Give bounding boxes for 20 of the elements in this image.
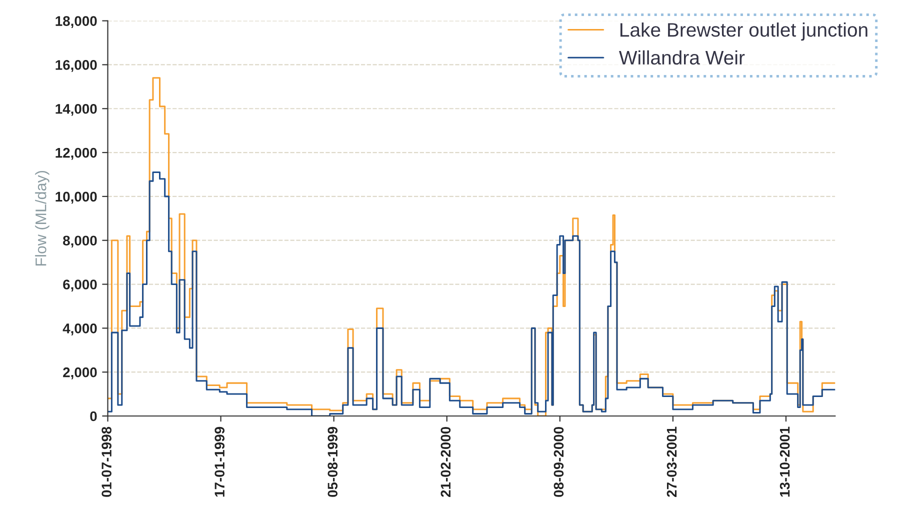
legend-label: Lake Brewster outlet junction (620, 22, 868, 41)
y-tick-label: 10,000 (56, 192, 97, 204)
y-tick-label: 2,000 (63, 367, 97, 380)
x-tick-label: 01-07-1998 (102, 426, 112, 497)
y-tick-label: 12,000 (56, 148, 97, 160)
y-tick-label: 6,000 (63, 280, 97, 292)
x-tick-label: 05-08-1999 (328, 426, 338, 497)
y-tick-label: 18,000 (56, 16, 97, 28)
legend-label: Willandra Weir (618, 50, 745, 65)
y-tick-label: 14,000 (56, 104, 97, 116)
x-tick-label: 17-01-1999 (214, 426, 225, 497)
x-tick-label: 27-03-2001 (666, 426, 677, 497)
y-tick-label: 0 (90, 411, 97, 422)
y-tick-label: 8,000 (63, 236, 97, 248)
x-tick-label: 13-10-2001 (780, 426, 790, 497)
y-tick-label: 4,000 (62, 324, 97, 336)
y-axis-title: Flow (ML/day) (35, 170, 50, 266)
x-tick-label: 21-02-2000 (440, 426, 451, 497)
y-tick-label: 16,000 (56, 60, 97, 72)
x-tick-label: 08-09-2000 (554, 426, 564, 497)
